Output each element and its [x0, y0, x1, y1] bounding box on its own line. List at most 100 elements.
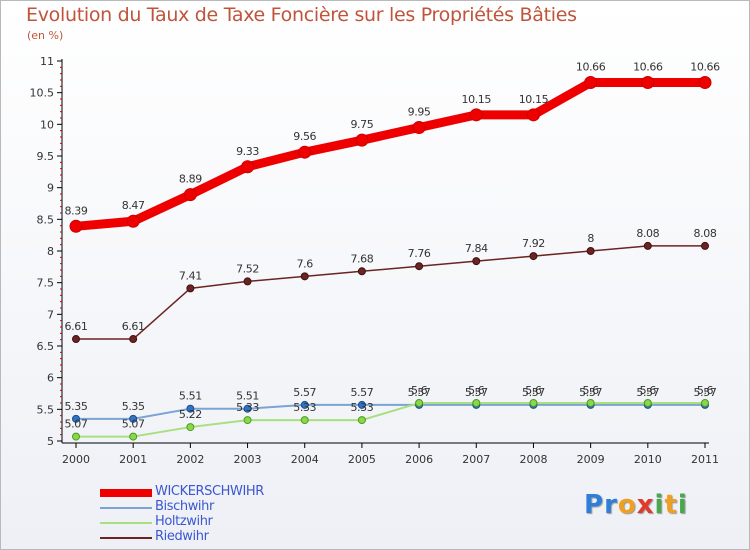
legend-item: Riedwihr [100, 529, 360, 545]
x-tick-label: 2000 [62, 453, 90, 466]
data-point-riedwihr [415, 262, 424, 271]
logo-letter: i [677, 490, 688, 520]
legend-item: WICKERSCHWIHR [100, 484, 360, 500]
y-tick-label: 6.5 [37, 340, 55, 353]
data-label-riedwihr: 8.08 [636, 227, 659, 240]
proxiti-logo: Proxiti [584, 490, 688, 520]
data-label-riedwihr: 6.61 [122, 320, 145, 333]
y-tick-label: 10 [40, 118, 54, 131]
x-tick-label: 2003 [234, 453, 262, 466]
data-label-holtzwihr: 5.6 [697, 384, 714, 397]
logo-letter: P [584, 490, 605, 520]
y-tick-label: 9 [47, 182, 54, 195]
data-label-bischwihr: 5.51 [236, 390, 259, 403]
x-tick-label: 2010 [634, 453, 662, 466]
data-point-holtzwihr [300, 416, 309, 425]
line-chart: 5 5.5 6 6.5 7 7.5 8 8.5 9 9.5 10 10.5 11 2000 2001 2002… [30, 55, 721, 466]
x-tick-label: 2001 [119, 453, 147, 466]
data-label-wickerschwihr: 8.89 [179, 173, 202, 186]
data-point-riedwihr [72, 335, 80, 344]
data-point-riedwihr [472, 257, 481, 266]
data-label-wickerschwihr: 9.75 [350, 118, 373, 131]
data-point-holtzwihr [186, 423, 195, 432]
data-point-riedwihr [643, 241, 652, 250]
data-label-wickerschwihr: 10.15 [462, 93, 492, 106]
data-point-riedwihr [129, 335, 138, 344]
data-point-wickerschwihr [126, 214, 140, 228]
data-point-bischwihr [300, 400, 309, 409]
logo-letter: t [664, 490, 678, 520]
x-tick-label: 2006 [405, 453, 433, 466]
data-label-wickerschwihr: 9.33 [236, 145, 259, 158]
y-tick-label: 7 [47, 308, 54, 321]
data-label-riedwihr: 7.76 [408, 247, 431, 260]
data-point-holtzwihr [72, 432, 80, 441]
data-point-riedwihr [186, 284, 195, 293]
data-label-bischwihr: 5.51 [179, 390, 202, 403]
data-label-riedwihr: 8.08 [694, 227, 717, 240]
data-label-riedwihr: 7.6 [297, 257, 314, 270]
data-label-riedwihr: 8 [587, 232, 594, 245]
data-point-holtzwihr [472, 399, 481, 407]
data-label-riedwihr: 7.84 [465, 242, 488, 255]
data-point-wickerschwihr [412, 121, 426, 134]
data-label-wickerschwihr: 10.66 [576, 61, 606, 74]
data-label-holtzwihr: 5.6 [640, 384, 657, 397]
data-label-riedwihr: 7.68 [350, 252, 373, 265]
x-tick-label: 2005 [348, 453, 376, 466]
series-line-bischwihr [75, 403, 706, 420]
data-label-holtzwihr: 5.6 [582, 384, 599, 397]
data-label-riedwihr: 7.41 [179, 269, 202, 282]
data-label-riedwihr: 6.61 [65, 320, 88, 333]
data-label-holtzwihr: 5.6 [525, 384, 542, 397]
data-label-holtzwihr: 5.07 [65, 418, 88, 431]
data-point-holtzwihr [586, 399, 595, 407]
data-point-bischwihr [357, 400, 366, 409]
logo-letter: i [654, 490, 665, 520]
data-label-holtzwihr: 5.33 [293, 401, 316, 414]
data-point-holtzwihr [529, 399, 538, 407]
legend-swatch [100, 507, 152, 509]
y-tick-label: 10.5 [30, 87, 55, 100]
data-label-wickerschwihr: 10.66 [690, 61, 720, 74]
data-label-bischwihr: 5.35 [65, 400, 88, 413]
y-tick-label: 6 [47, 372, 54, 385]
logo-letter: o [617, 490, 637, 520]
legend-label: Bischwihr [155, 499, 214, 514]
data-point-bischwihr [72, 414, 80, 423]
data-point-wickerschwihr [641, 76, 655, 90]
logo-letter: x [636, 490, 655, 520]
data-point-riedwihr [701, 241, 709, 250]
chart-subtitle: (en %) [27, 29, 64, 42]
data-point-wickerschwihr [69, 219, 83, 233]
data-point-bischwihr [186, 404, 195, 413]
series-line-riedwihr [75, 245, 706, 340]
y-tick-label: 5.5 [37, 403, 55, 416]
data-point-wickerschwihr [241, 160, 255, 174]
legend-swatch [100, 537, 152, 539]
data-label-holtzwihr: 5.07 [122, 418, 145, 431]
data-label-bischwihr: 5.57 [636, 386, 659, 399]
data-point-bischwihr [243, 404, 252, 413]
data-point-wickerschwihr [298, 145, 312, 159]
data-point-holtzwihr [243, 416, 252, 425]
data-point-holtzwihr [643, 399, 652, 407]
data-point-holtzwihr [129, 432, 138, 441]
legend-label: WICKERSCHWIHR [155, 484, 264, 499]
series-line-holtzwihr [75, 402, 706, 438]
data-label-wickerschwihr: 9.95 [408, 106, 431, 119]
data-label-wickerschwihr: 10.15 [519, 93, 549, 106]
data-point-holtzwihr [357, 416, 366, 425]
x-tick-label: 2007 [462, 453, 490, 466]
y-tick-label: 7.5 [37, 277, 55, 290]
data-point-riedwihr [243, 277, 252, 286]
legend-item: Bischwihr [100, 499, 360, 515]
y-tick-label: 5 [47, 435, 54, 448]
legend-item: Holtzwihr [100, 514, 360, 530]
data-label-bischwihr: 5.35 [122, 400, 145, 413]
data-label-holtzwihr: 5.33 [236, 401, 259, 414]
data-label-wickerschwihr: 8.39 [65, 204, 88, 217]
x-tick-label: 2008 [519, 453, 547, 466]
data-label-bischwihr: 5.57 [408, 386, 431, 399]
legend-label: Riedwihr [155, 529, 209, 544]
